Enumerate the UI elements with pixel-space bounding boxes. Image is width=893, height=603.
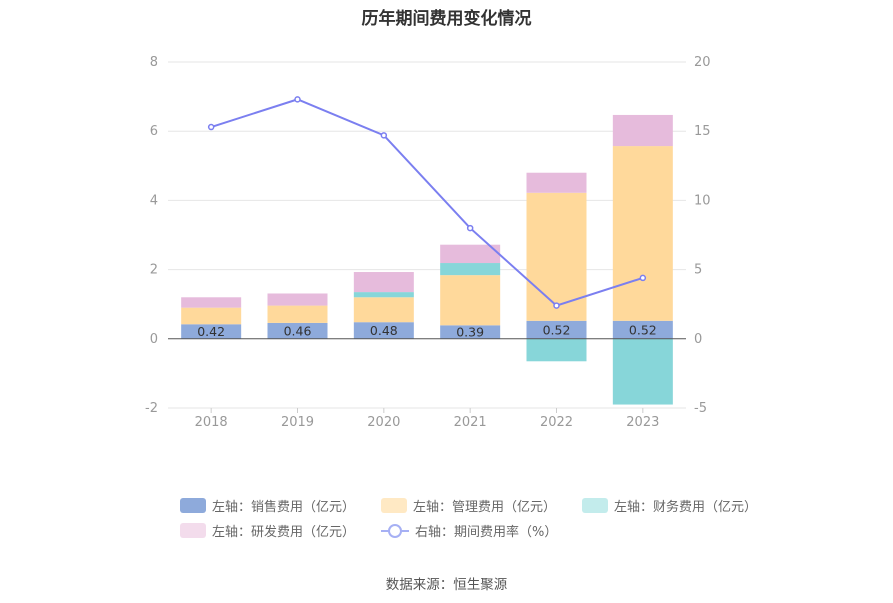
bar-sales — [267, 322, 328, 339]
bar-admin — [353, 297, 414, 323]
bar-finance — [440, 263, 501, 276]
bar-sales — [612, 320, 673, 339]
y-right-tick-label: -5 — [694, 401, 707, 416]
bar-finance — [526, 338, 587, 362]
bar-admin — [612, 146, 673, 321]
legend-item-sales[interactable]: 左轴：销售费用（亿元） — [180, 496, 355, 515]
bar-sales — [526, 320, 587, 339]
chart-legend: 左轴：销售费用（亿元） 左轴：管理费用（亿元） 左轴：财务费用（亿元） 左轴：研… — [180, 496, 757, 546]
legend-item-rate[interactable]: 右轴：期间费用率（%） — [381, 521, 557, 540]
y-right-tick-label: 20 — [694, 55, 711, 70]
x-tick-label: 2019 — [281, 415, 314, 430]
legend-label-rd: 左轴：研发费用（亿元） — [212, 525, 356, 540]
rate-point — [207, 123, 215, 131]
x-tick-label: 2023 — [626, 415, 659, 430]
legend-swatch-rd — [180, 523, 206, 538]
rate-point — [639, 274, 647, 282]
y-left-tick-label: -2 — [145, 401, 158, 416]
rate-point — [553, 302, 560, 309]
legend-item-admin[interactable]: 左轴：管理费用（亿元） — [381, 496, 556, 515]
bar-finance — [353, 292, 414, 298]
legend-swatch-finance — [582, 498, 609, 513]
bar-sales — [440, 325, 501, 339]
y-left-tick-label: 8 — [150, 55, 158, 70]
rate-point — [294, 96, 301, 103]
rate-point — [380, 132, 388, 139]
bar-admin — [526, 192, 587, 321]
x-tick-label: 2022 — [540, 415, 573, 430]
legend-label-sales: 左轴：销售费用（亿元） — [212, 500, 356, 515]
bar-rd — [267, 293, 328, 306]
data-label-sales: 0.46 — [284, 323, 312, 338]
legend-swatch-admin — [381, 498, 408, 513]
legend-label-finance: 左轴：财务费用（亿元） — [614, 500, 758, 515]
bar-rd — [526, 172, 587, 193]
bar-finance — [612, 338, 673, 405]
legend-item-finance[interactable]: 左轴：财务费用（亿元） — [582, 496, 757, 515]
data-label-sales: 0.48 — [370, 323, 398, 338]
data-label-sales: 0.39 — [456, 325, 484, 340]
legend-label-rate: 右轴：期间费用率（%） — [415, 525, 558, 540]
bar-admin — [267, 305, 328, 323]
data-source: 数据来源：恒生聚源 — [385, 577, 508, 593]
data-label-sales: 0.52 — [629, 322, 657, 337]
rate-line — [210, 98, 644, 307]
legend-item-rd[interactable]: 左轴：研发费用（亿元） — [180, 521, 355, 540]
y-left-tick-label: 2 — [150, 263, 158, 278]
legend-line-circle-icon — [381, 523, 410, 538]
legend-swatch-sales — [180, 498, 206, 513]
x-tick-label: 2018 — [195, 415, 228, 430]
bar-admin — [181, 307, 242, 325]
bar-sales — [181, 324, 242, 339]
y-left-tick-label: 0 — [150, 332, 158, 347]
y-left-tick-label: 6 — [150, 124, 158, 139]
bar-rd — [612, 114, 673, 147]
y-left-tick-label: 4 — [150, 193, 158, 208]
bar-rd — [353, 272, 414, 293]
y-right-tick-label: 10 — [694, 193, 711, 208]
bar-rd — [440, 244, 501, 264]
x-tick-label: 2021 — [454, 415, 487, 430]
y-right-tick-label: 15 — [694, 124, 711, 139]
bar-sales — [353, 322, 414, 339]
chart-title: 历年期间费用变化情况 — [361, 9, 532, 29]
x-tick-label: 2020 — [367, 415, 400, 430]
bar-admin — [440, 275, 501, 326]
y-right-tick-label: 0 — [694, 332, 702, 347]
legend-label-admin: 左轴：管理费用（亿元） — [413, 500, 557, 515]
data-label-sales: 0.42 — [197, 324, 225, 339]
data-label-sales: 0.52 — [543, 322, 571, 337]
rate-point — [466, 224, 474, 232]
y-right-tick-label: 5 — [694, 263, 702, 278]
bar-rd — [181, 297, 242, 308]
